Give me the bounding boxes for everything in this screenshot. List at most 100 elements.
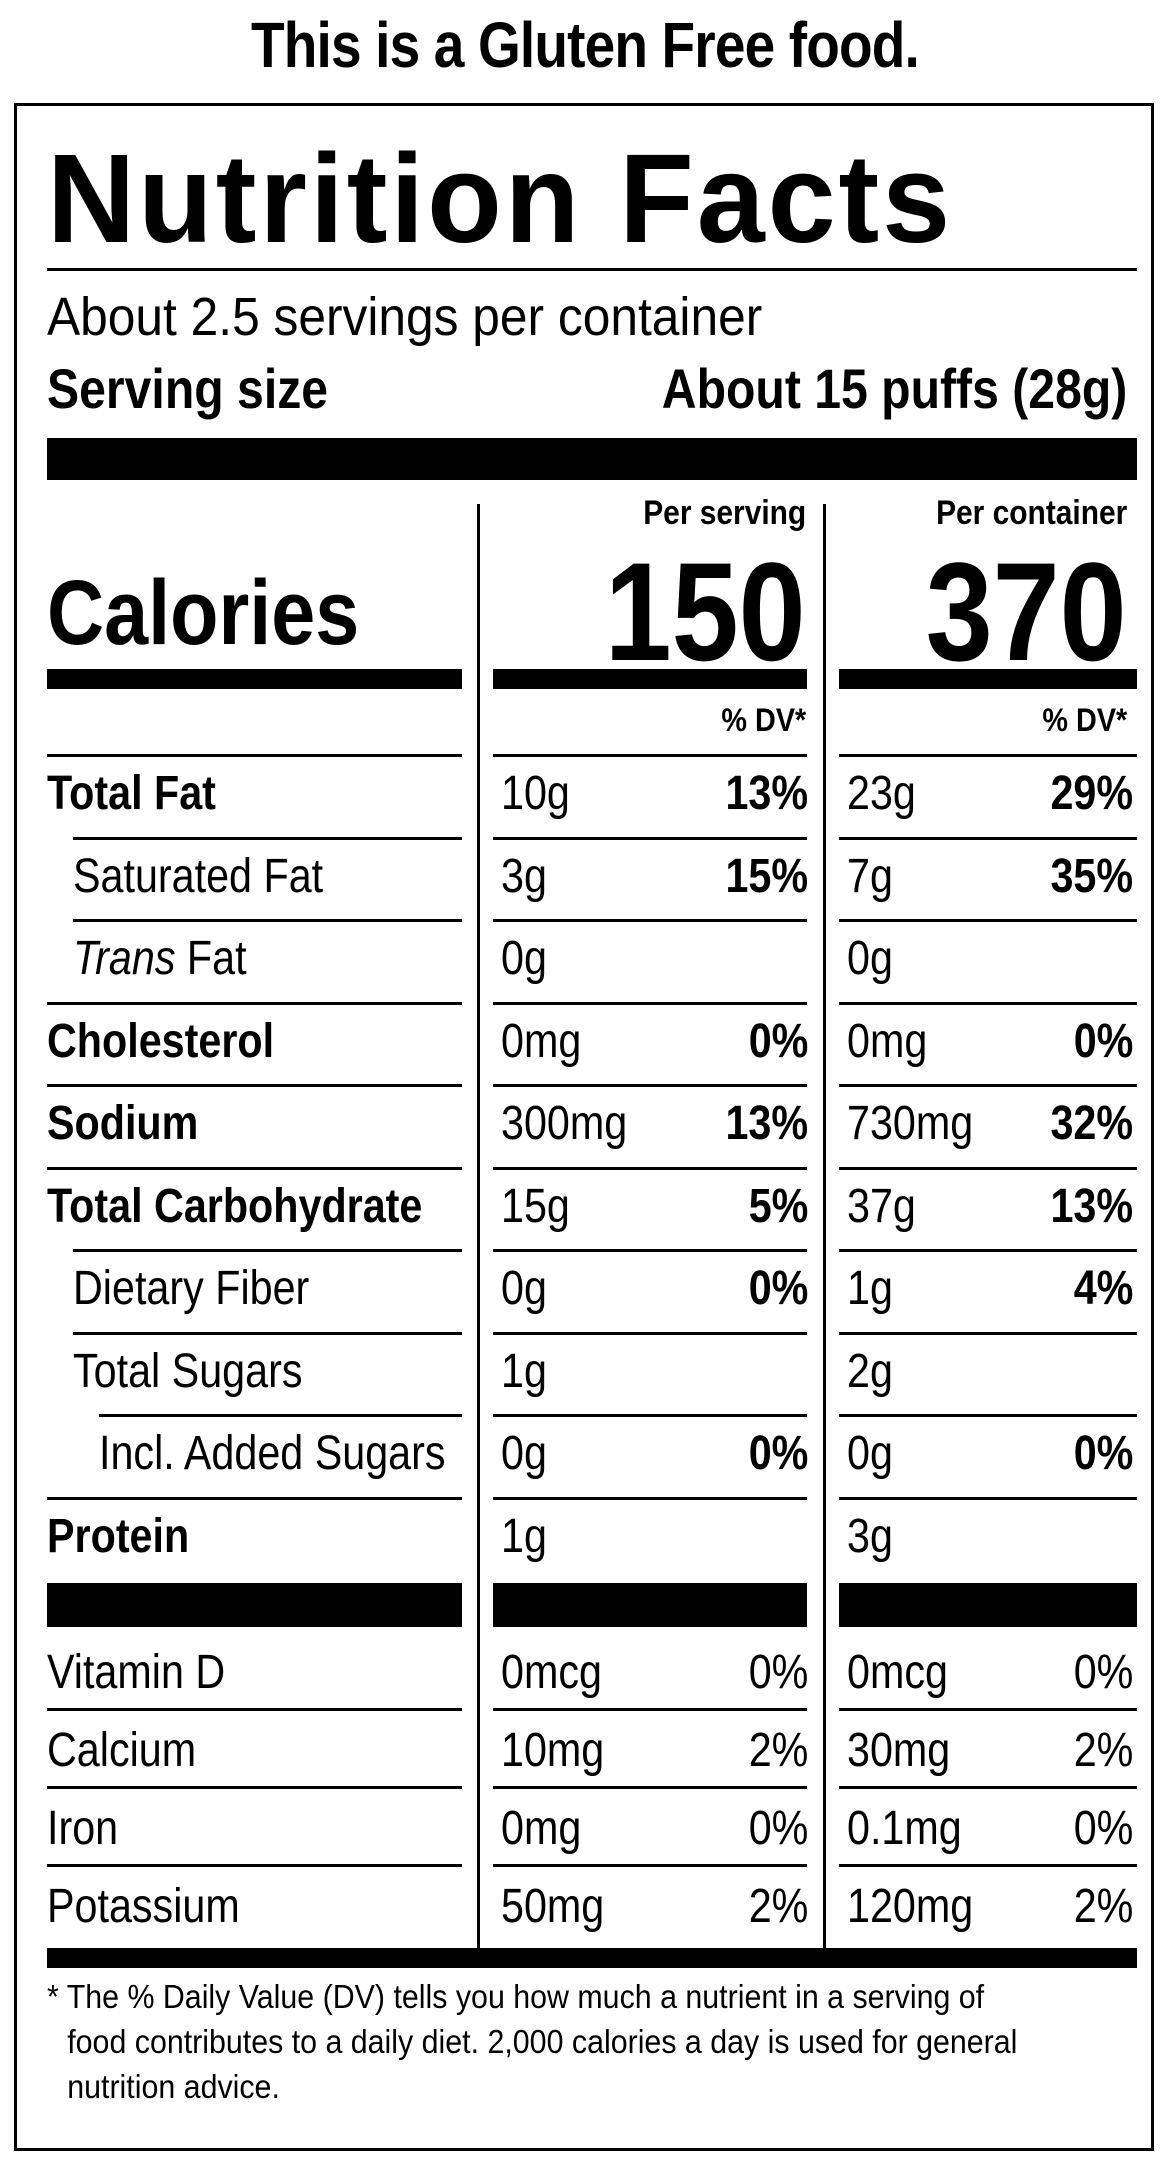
row-divider bbox=[73, 836, 462, 840]
nutrient-name-italic: Trans bbox=[73, 932, 176, 985]
gluten-free-statement: This is a Gluten Free food. bbox=[251, 9, 920, 81]
row-divider bbox=[47, 1166, 462, 1170]
row-divider bbox=[493, 1708, 807, 1711]
servings-per-container: About 2.5 servings per container bbox=[47, 287, 763, 347]
row-divider bbox=[493, 1084, 807, 1087]
row-divider bbox=[47, 1708, 462, 1711]
serving-dv: 0% bbox=[748, 1802, 808, 1855]
serving-amount: 10g bbox=[501, 767, 570, 820]
column-divider-container bbox=[823, 504, 826, 1948]
row-divider bbox=[493, 1166, 807, 1170]
nutrient-row: Incl. Added Sugars 0g 0% 0g 0% bbox=[17, 1414, 1157, 1496]
row-divider bbox=[493, 1001, 807, 1005]
nutrient-row: Saturated Fat 3g 15% 7g 35% bbox=[17, 837, 1157, 919]
serving-dv: 2% bbox=[748, 1880, 808, 1933]
footnote-line-1: * The % Daily Value (DV) tells you how m… bbox=[47, 1978, 985, 2015]
serving-amount: 0g bbox=[501, 932, 547, 985]
container-amount: 120mg bbox=[847, 1880, 974, 1933]
container-amount: 0mg bbox=[847, 1014, 928, 1068]
container-amount: 1g bbox=[847, 1262, 893, 1315]
row-divider bbox=[839, 1708, 1137, 1711]
serving-dv: 13% bbox=[725, 767, 808, 820]
calories-per-serving: 150 bbox=[605, 533, 806, 690]
row-divider bbox=[839, 1166, 1137, 1170]
nutrient-name: Trans Fat bbox=[73, 931, 247, 986]
nutrient-name: Total Fat bbox=[47, 767, 216, 820]
vitamin-row: Potassium 50mg 2% 120mg 2% bbox=[17, 1867, 1157, 1949]
row-divider bbox=[493, 1414, 807, 1417]
label-title: Nutrition Facts bbox=[47, 128, 953, 269]
serving-dv: 15% bbox=[725, 849, 808, 903]
serving-amount: 0mg bbox=[501, 1014, 582, 1068]
footnote: * The % Daily Value (DV) tells you how m… bbox=[47, 1974, 1127, 2109]
row-divider bbox=[839, 1786, 1137, 1789]
title-divider bbox=[47, 268, 1137, 271]
dv-header-serving: % DV* bbox=[721, 702, 806, 738]
serving-dv: 5% bbox=[748, 1179, 808, 1233]
row-divider bbox=[839, 1331, 1137, 1335]
serving-dv: 13% bbox=[725, 1097, 808, 1150]
row-divider bbox=[839, 754, 1137, 757]
row-divider bbox=[73, 1249, 462, 1252]
row-divider bbox=[47, 754, 462, 757]
container-amount: 2g bbox=[847, 1344, 893, 1398]
nutrient-row: Protein 1g 3g bbox=[17, 1497, 1157, 1579]
nutrient-row: Total Carbohydrate 15g 5% 37g 13% bbox=[17, 1167, 1157, 1249]
nutrition-facts-label: Nutrition Facts About 2.5 servings per c… bbox=[14, 103, 1154, 2151]
nutrient-row: Trans Fat 0g 0g bbox=[17, 919, 1157, 1001]
container-dv: 4% bbox=[1073, 1262, 1133, 1315]
vitamin-name: Iron bbox=[47, 1802, 119, 1855]
serving-dv: 0% bbox=[748, 1427, 808, 1480]
nutrient-row: Dietary Fiber 0g 0% 1g 4% bbox=[17, 1249, 1157, 1331]
row-divider bbox=[839, 1414, 1137, 1417]
container-dv: 0% bbox=[1073, 1646, 1133, 1699]
serving-size-value: About 15 puffs (28g) bbox=[661, 357, 1127, 420]
container-dv: 0% bbox=[1073, 1427, 1133, 1480]
per-container-header: Per container bbox=[935, 494, 1127, 532]
thick-bar-top bbox=[47, 438, 1137, 480]
nutrient-name: Sodium bbox=[47, 1097, 199, 1150]
vitamin-bar-serving bbox=[493, 1583, 807, 1627]
row-divider bbox=[99, 1414, 462, 1417]
row-divider bbox=[839, 1496, 1137, 1500]
container-dv: 0% bbox=[1073, 1802, 1133, 1855]
per-serving-header: Per serving bbox=[643, 494, 806, 532]
row-divider bbox=[493, 836, 807, 840]
nutrient-row: Total Sugars 1g 2g bbox=[17, 1332, 1157, 1414]
vitamin-row: Iron 0mg 0% 0.1mg 0% bbox=[17, 1789, 1157, 1871]
row-divider bbox=[839, 1001, 1137, 1005]
row-divider bbox=[839, 1864, 1137, 1867]
container-amount: 30mg bbox=[847, 1724, 951, 1777]
row-divider bbox=[493, 1249, 807, 1252]
serving-size-label: Serving size bbox=[47, 357, 329, 420]
container-amount: 37g bbox=[847, 1179, 916, 1233]
serving-amount: 0g bbox=[501, 1427, 547, 1480]
serving-amount: 0mcg bbox=[501, 1646, 602, 1699]
nutrient-row: Sodium 300mg 13% 730mg 32% bbox=[17, 1084, 1157, 1166]
row-divider bbox=[839, 836, 1137, 840]
row-divider bbox=[493, 1331, 807, 1335]
row-divider bbox=[839, 1249, 1137, 1252]
row-divider bbox=[73, 1331, 462, 1335]
vitamin-name: Calcium bbox=[47, 1724, 197, 1777]
container-amount: 0g bbox=[847, 932, 893, 985]
container-amount: 3g bbox=[847, 1509, 893, 1563]
calories-bar-serving bbox=[493, 669, 807, 689]
row-divider bbox=[47, 1786, 462, 1789]
nutrient-name: Incl. Added Sugars bbox=[99, 1427, 446, 1480]
serving-dv: 2% bbox=[748, 1724, 808, 1777]
calories-bar-name bbox=[47, 669, 462, 689]
container-amount: 23g bbox=[847, 767, 916, 820]
row-divider bbox=[73, 919, 462, 922]
container-dv: 35% bbox=[1050, 849, 1133, 903]
nutrient-name: Protein bbox=[47, 1509, 190, 1563]
serving-amount: 3g bbox=[501, 849, 547, 903]
container-dv: 13% bbox=[1050, 1179, 1133, 1233]
vitamin-bar-name bbox=[47, 1583, 462, 1627]
container-dv: 2% bbox=[1073, 1880, 1133, 1933]
container-amount: 0.1mg bbox=[847, 1802, 962, 1855]
container-dv: 32% bbox=[1050, 1097, 1133, 1150]
container-amount: 0g bbox=[847, 1427, 893, 1480]
container-amount: 7g bbox=[847, 849, 893, 903]
row-divider bbox=[47, 1084, 462, 1087]
